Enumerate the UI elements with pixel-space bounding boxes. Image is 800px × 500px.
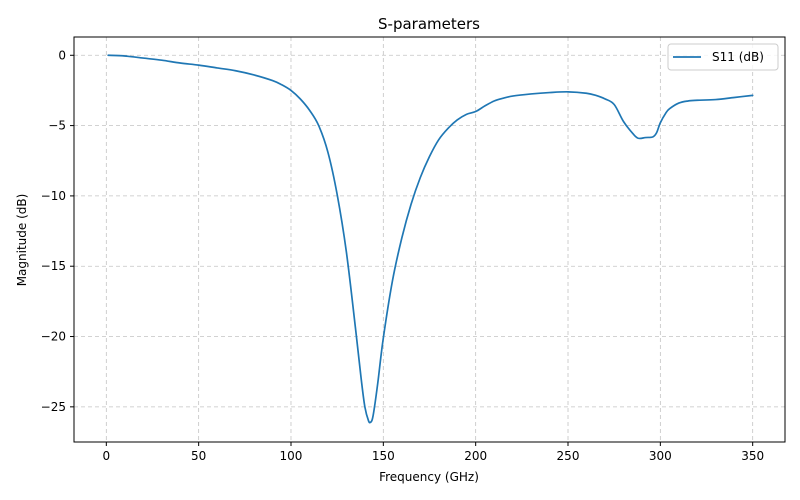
plot-area-frame <box>73 36 786 443</box>
x-tick-label: 0 <box>102 449 110 463</box>
x-tick-label: 150 <box>372 449 395 463</box>
y-tick-label: −20 <box>41 330 66 344</box>
y-tick-label: −15 <box>41 259 66 273</box>
chart-title: S-parameters <box>378 15 480 33</box>
x-tick-label: 300 <box>649 449 672 463</box>
axis-ticks: 0 50 100 150 200 250 300 350 0 −5 −10 −15 −20 −25 <box>41 48 764 463</box>
legend-box <box>667 43 779 71</box>
x-tick-label: 100 <box>280 449 303 463</box>
y-axis-label: Magnitude (dB) <box>15 194 29 287</box>
series-line-s11 <box>107 54 754 424</box>
y-tick-label: −25 <box>41 400 66 414</box>
x-tick-label: 250 <box>557 449 580 463</box>
series-layer <box>107 54 754 424</box>
x-axis-label: Frequency (GHz) <box>379 470 479 484</box>
y-tick-label: −10 <box>41 189 66 203</box>
x-tick-label: 350 <box>741 449 764 463</box>
x-tick-label: 50 <box>191 449 206 463</box>
legend-label-s11: S11 (dB) <box>712 50 764 64</box>
grid-lines <box>74 37 785 442</box>
legend: S11 (dB) <box>667 43 779 71</box>
y-tick-label: 0 <box>58 48 66 62</box>
x-tick-label: 200 <box>464 449 487 463</box>
y-tick-label: −5 <box>48 119 66 133</box>
